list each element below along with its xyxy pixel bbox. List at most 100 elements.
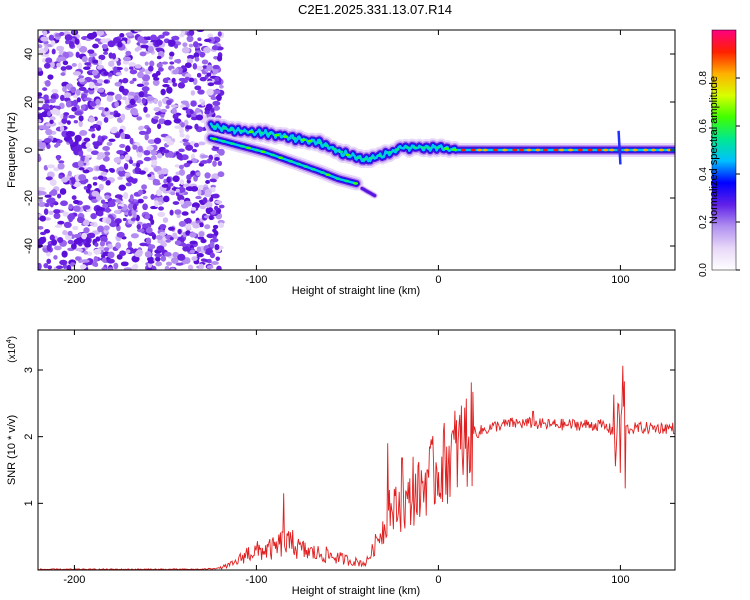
noise-speckle [132, 144, 138, 150]
noise-speckle [172, 113, 179, 120]
noise-speckle [204, 224, 211, 230]
noise-speckle [124, 135, 131, 140]
noise-speckle [78, 46, 88, 53]
noise-speckle [175, 262, 184, 266]
noise-speckle [102, 145, 110, 151]
noise-speckle [172, 232, 178, 239]
noise-speckle [58, 160, 65, 164]
noise-speckle [159, 146, 166, 151]
noise-speckle [207, 207, 213, 213]
noise-speckle [38, 67, 43, 72]
colorbar-scale [711, 29, 737, 271]
noise-speckle [118, 184, 126, 191]
chart-title: C2E1.2025.331.13.07.R14 [298, 2, 452, 17]
top-xticks-label: 100 [611, 274, 629, 286]
noise-speckle [181, 211, 189, 216]
noise-speckle [183, 257, 191, 264]
noise-speckle [39, 215, 46, 222]
noise-speckle [43, 138, 52, 143]
noise-speckle [38, 189, 43, 196]
noise-speckle [132, 77, 137, 82]
track-lower-peak [352, 181, 359, 185]
track-main-peak [345, 153, 351, 157]
noise-speckle [54, 109, 61, 116]
track-main-peak [405, 146, 411, 150]
noise-speckle [66, 264, 72, 270]
noise-speckle [169, 209, 174, 216]
noise-speckle [131, 178, 138, 184]
noise-speckle [38, 92, 43, 97]
noise-speckle [137, 145, 143, 153]
noise-speckle [96, 79, 104, 84]
noise-speckle [193, 52, 200, 59]
noise-speckle [153, 77, 160, 81]
noise-speckle [45, 57, 53, 64]
noise-speckle [118, 85, 125, 93]
noise-speckle [141, 74, 151, 82]
noise-speckle [115, 72, 122, 76]
noise-speckle [91, 150, 99, 156]
noise-speckle [143, 88, 148, 96]
noise-speckle [88, 117, 96, 123]
noise-speckle [197, 141, 206, 146]
noise-speckle [88, 128, 96, 132]
top-xticks-label: 0 [435, 274, 441, 286]
noise-speckle [130, 217, 137, 222]
track-main-peak [658, 148, 665, 152]
noise-speckle [158, 67, 164, 72]
noise-speckle [188, 30, 195, 36]
noise-speckle [144, 214, 151, 220]
noise-speckle [155, 47, 164, 52]
noise-speckle [113, 156, 122, 164]
noise-speckle [38, 226, 44, 230]
frequency-tracks [203, 116, 675, 199]
noise-speckle [172, 251, 179, 258]
noise-speckle [58, 56, 67, 62]
snr-scale-factor: (x104) [6, 336, 18, 363]
track-main-peak [362, 158, 368, 161]
noise-speckle [82, 205, 91, 210]
noise-speckle [74, 110, 83, 116]
noise-speckle [189, 249, 196, 254]
noise-speckle [56, 62, 61, 68]
noise-speckle [169, 51, 175, 57]
noise-speckle [43, 208, 49, 216]
noise-speckle [193, 142, 200, 148]
noise-speckle [49, 98, 56, 104]
noise-speckle [156, 62, 163, 69]
noise-speckle [78, 86, 87, 91]
noise-speckle [154, 253, 163, 258]
noise-speckle [206, 88, 214, 96]
noise-speckle [90, 213, 97, 220]
noise-speckle [78, 248, 83, 252]
noise-speckle [127, 210, 133, 217]
noise-speckle [153, 106, 161, 112]
noise-speckle [184, 76, 190, 81]
noise-speckle [100, 199, 106, 204]
noise-speckle [134, 47, 140, 52]
noise-speckle [77, 160, 84, 166]
noise-speckle [96, 65, 103, 70]
noise-speckle [94, 242, 99, 247]
noise-speckle [53, 212, 61, 220]
noise-speckle [78, 174, 87, 181]
track-lower-peak [303, 165, 309, 168]
noise-speckle [104, 109, 112, 117]
noise-speckle [57, 139, 63, 144]
noise-speckle [123, 267, 133, 270]
track-main-peak [323, 144, 330, 148]
track-main-peak [577, 148, 583, 152]
noise-speckle [129, 69, 138, 75]
noise-speckle [71, 177, 76, 185]
noise-speckle [67, 170, 72, 177]
noise-speckle [38, 119, 42, 123]
top-xticks-label: -200 [63, 274, 85, 286]
noise-speckle [178, 164, 184, 170]
noise-speckle [95, 98, 101, 105]
noise-speckle [104, 195, 111, 200]
noise-speckle [109, 168, 116, 173]
noise-speckle [209, 178, 217, 183]
noise-speckle [74, 134, 82, 142]
noise-speckle [43, 62, 51, 69]
noise-speckle [73, 238, 82, 245]
